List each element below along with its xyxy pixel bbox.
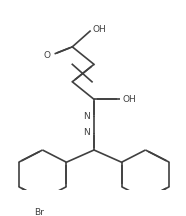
Text: OH: OH bbox=[123, 95, 136, 104]
Text: N: N bbox=[83, 112, 89, 121]
Text: N: N bbox=[83, 128, 89, 137]
Text: Br: Br bbox=[35, 208, 44, 216]
Text: OH: OH bbox=[92, 25, 106, 34]
Text: O: O bbox=[44, 51, 51, 60]
